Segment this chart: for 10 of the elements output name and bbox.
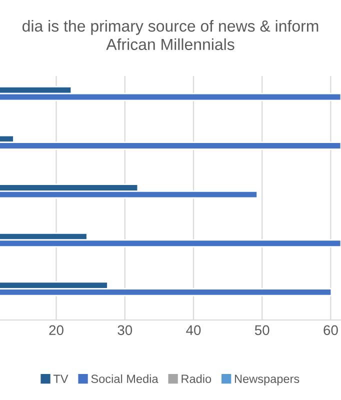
legend-label: Newspapers	[234, 374, 300, 386]
chart-title: dia is the primary source of news & inform African Millennials	[22, 20, 318, 50]
x-tick-label: 20	[49, 325, 64, 336]
x-tick-label: 50	[254, 325, 270, 336]
x-tick-label: 60	[324, 325, 338, 336]
x-tick-label: 30	[118, 325, 132, 336]
legend-label: Social Media	[91, 374, 158, 384]
x-tick-label: 40	[186, 325, 201, 336]
legend-label: TV	[53, 374, 68, 383]
legend-label: Radio	[182, 374, 212, 384]
